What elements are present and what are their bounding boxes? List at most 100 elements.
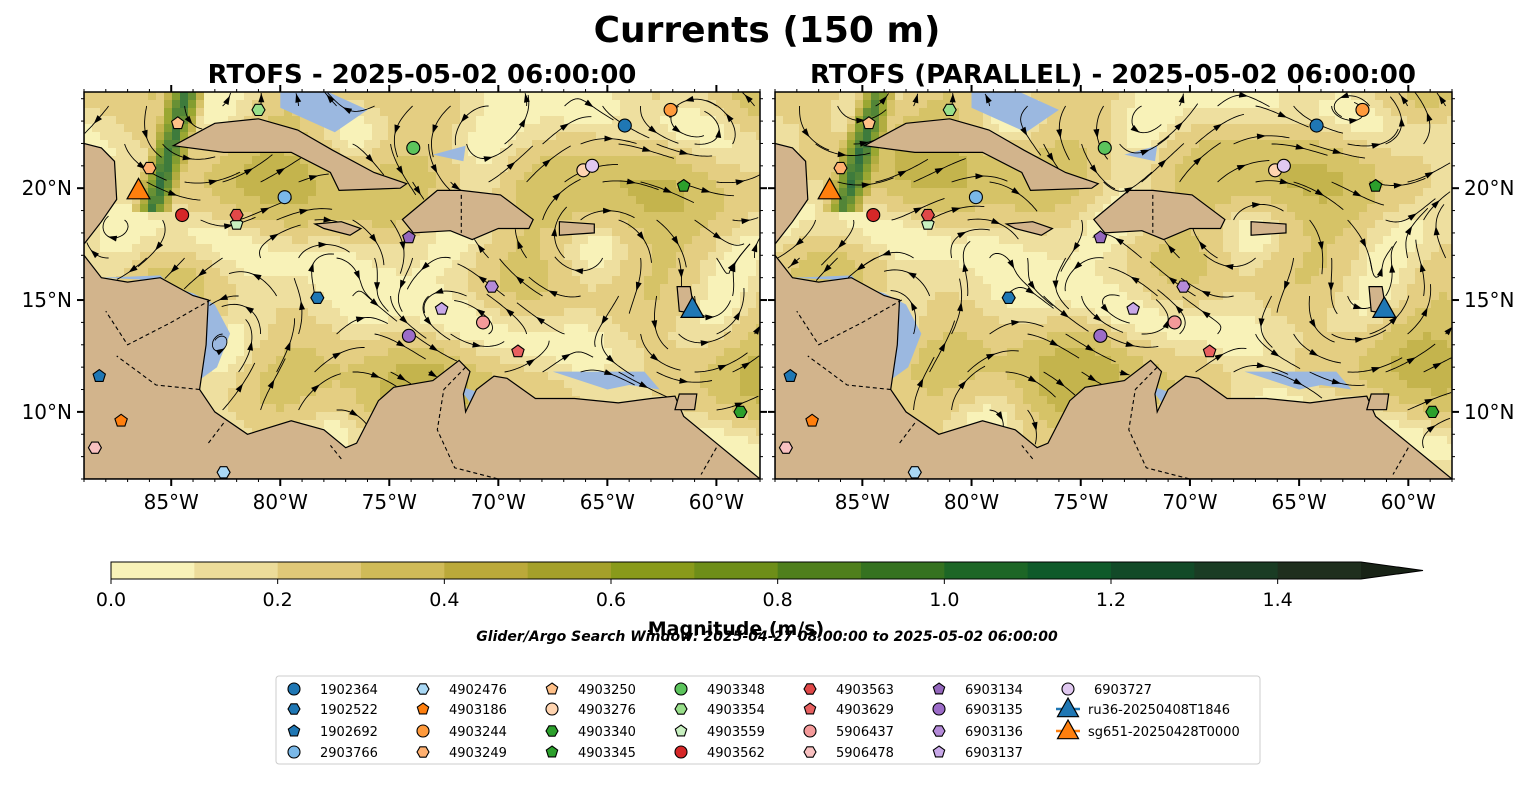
speed-cell [1055,204,1063,212]
speed-cell [1359,172,1367,180]
y-tick-label: 20°N [22,176,72,200]
speed-cell [716,252,724,260]
speed-cell [855,196,863,204]
speed-cell [244,108,252,116]
speed-cell [580,148,588,156]
speed-cell [516,284,524,292]
speed-cell [1095,156,1103,164]
speed-cell [1447,156,1452,164]
speed-cell [356,212,364,220]
speed-cell [188,148,196,156]
speed-cell [180,276,188,284]
speed-cell [292,204,300,212]
speed-cell [895,148,903,156]
speed-cell [903,188,911,196]
speed-cell [716,172,724,180]
speed-cell [340,404,348,412]
speed-cell [116,100,124,108]
speed-cell [572,132,580,140]
speed-cell [156,100,164,108]
speed-cell [1071,132,1079,140]
speed-cell [684,220,692,228]
speed-cell [1167,148,1175,156]
speed-cell [532,284,540,292]
speed-cell [700,148,708,156]
speed-cell [700,180,708,188]
speed-cell [364,212,372,220]
speed-cell [308,244,316,252]
speed-cell [1279,180,1287,188]
speed-cell [604,148,612,156]
speed-cell [252,364,260,372]
speed-cell [132,132,140,140]
speed-cell [855,172,863,180]
speed-cell [164,116,172,124]
speed-cell [500,300,508,308]
speed-cell [292,388,300,396]
speed-cell [628,236,636,244]
speed-cell [164,236,172,244]
speed-cell [756,428,760,436]
speed-cell [604,196,612,204]
speed-cell [548,268,556,276]
speed-cell [372,348,380,356]
streamline-arrow [434,287,444,294]
speed-cell [180,172,188,180]
speed-cell [911,188,919,196]
speed-cell [1415,140,1423,148]
speed-cell [548,188,556,196]
speed-cell [348,92,356,100]
speed-cell [732,316,740,324]
speed-cell [124,156,132,164]
speed-cell [180,124,188,132]
speed-cell [396,132,404,140]
speed-cell [1103,156,1111,164]
speed-cell [732,188,740,196]
speed-cell [596,180,604,188]
speed-cell [484,348,492,356]
speed-cell [951,100,959,108]
streamline-arrow [505,308,515,317]
speed-cell [652,100,660,108]
speed-cell [692,340,700,348]
streamline-arrow [258,93,265,103]
speed-cell [1407,148,1415,156]
speed-cell [340,340,348,348]
speed-cell [348,236,356,244]
speed-cell [532,124,540,132]
speed-cell [492,188,500,196]
speed-cell [807,100,815,108]
speed-cell [756,268,760,276]
streamline-arrow [423,316,432,326]
speed-cell [204,196,212,204]
speed-cell [1159,164,1167,172]
streamline-arrow [430,164,438,174]
speed-cell [308,308,316,316]
speed-cell [428,116,436,124]
speed-cell [724,92,732,100]
speed-cell [220,212,228,220]
speed-cell [292,356,300,364]
speed-cell [644,324,652,332]
speed-cell [700,276,708,284]
speed-cell [668,348,676,356]
speed-cell [476,172,484,180]
speed-cell [508,244,516,252]
speed-cell [911,172,919,180]
speed-cell [668,284,676,292]
speed-cell [692,212,700,220]
speed-cell [564,300,572,308]
speed-cell [188,196,196,204]
speed-cell [815,148,823,156]
speed-cell [292,308,300,316]
speed-cell [380,212,388,220]
speed-cell [692,180,700,188]
speed-cell [212,252,220,260]
speed-cell [1287,132,1295,140]
speed-cell [756,180,760,188]
speed-cell [372,396,380,404]
speed-cell [212,164,220,172]
speed-cell [887,108,895,116]
speed-cell [508,300,516,308]
speed-cell [1031,196,1039,204]
